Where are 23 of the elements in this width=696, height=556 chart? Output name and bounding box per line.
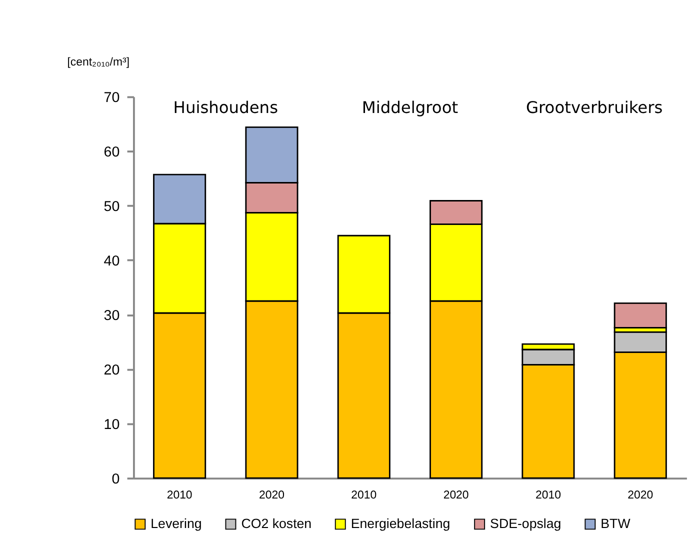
x-tick-label: 2020 (259, 490, 284, 502)
annotation: Huishoudens (173, 98, 278, 117)
legend-label: BTW (600, 516, 631, 531)
annotation: Middelgroot (362, 98, 458, 117)
y-tick-label: 10 (104, 416, 120, 433)
y-tick-label: 20 (104, 362, 120, 378)
y-tick-label: 70 (104, 90, 120, 106)
x-tick-label: 2010 (351, 490, 377, 502)
x-tick-label: 2020 (628, 490, 654, 502)
x-tick-label: 2010 (166, 490, 192, 502)
legend-label: CO2 kosten (241, 516, 312, 531)
x-tick-label: 2020 (443, 490, 469, 502)
annotation: Grootverbruikers (526, 98, 663, 117)
y-tick-label: 30 (104, 308, 120, 324)
legend-label: Energiebelasting (350, 516, 450, 531)
y-tick-label: 0 (112, 471, 120, 488)
y-tick-label: 40 (104, 253, 120, 270)
legend-label: SDE-opslag (490, 516, 562, 531)
y-axis-title: [cent₂₀₁₀/m³] (67, 56, 130, 69)
y-tick-label: 50 (104, 198, 120, 215)
x-tick-label: 2010 (535, 490, 561, 502)
y-tick-label: 60 (104, 144, 120, 160)
legend-label: Levering (150, 516, 202, 531)
